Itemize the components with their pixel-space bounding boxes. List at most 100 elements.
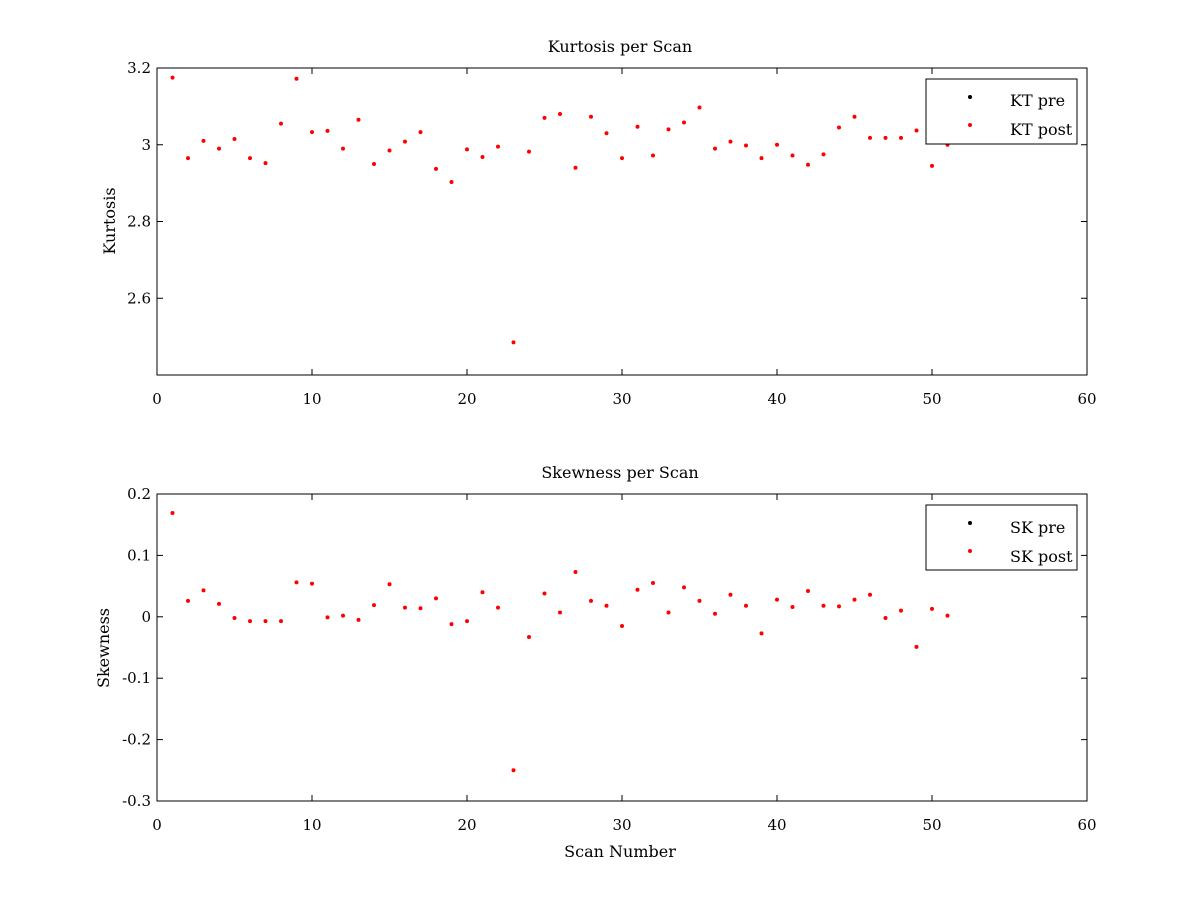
data-point [604, 131, 609, 136]
chart-title: Kurtosis per Scan [548, 37, 692, 56]
data-point [480, 155, 485, 160]
data-point [728, 139, 733, 144]
x-axis-label: Scan Number [564, 842, 676, 861]
legend-marker-pre [968, 95, 972, 99]
legend: SK pre SK post [925, 504, 1078, 571]
x-tick-label: 60 [1077, 816, 1096, 834]
data-point [651, 153, 655, 158]
data-point [821, 603, 826, 608]
data-point [418, 606, 423, 611]
data-point [248, 156, 252, 161]
y-tick-label: 2.8 [127, 213, 151, 231]
data-point [403, 605, 407, 610]
y-tick-label: 3 [141, 136, 151, 154]
data-point [325, 128, 330, 133]
data-point [868, 135, 872, 140]
data-point [310, 130, 314, 135]
data-point [806, 589, 810, 594]
data-point [852, 597, 857, 602]
data-point [294, 580, 299, 585]
data-point [558, 610, 562, 615]
data-point [744, 143, 748, 148]
data-point [697, 105, 702, 110]
data-point [201, 588, 206, 593]
data-point [170, 75, 175, 80]
data-point [790, 153, 795, 158]
data-point [682, 585, 686, 590]
data-point [294, 76, 299, 81]
data-point [449, 622, 454, 627]
y-tick-label: 0.2 [127, 485, 151, 503]
data-point [713, 611, 717, 616]
data-point [542, 591, 547, 596]
data-point [945, 613, 950, 618]
y-tick-label: -0.1 [122, 669, 151, 687]
data-point [666, 127, 671, 132]
data-point [589, 598, 593, 603]
data-point [434, 166, 438, 171]
data-point [868, 592, 872, 597]
legend-label-post: SK post [1010, 547, 1073, 566]
x-tick-label: 40 [767, 390, 786, 408]
data-point [372, 603, 376, 608]
x-tick-label: 20 [457, 816, 476, 834]
x-tick-label: 0 [152, 390, 162, 408]
data-point [635, 124, 640, 129]
data-point [201, 138, 206, 143]
data-point [217, 146, 221, 151]
data-point [418, 130, 423, 135]
y-tick-label: 3.2 [127, 59, 151, 77]
data-point [837, 125, 841, 130]
data-point [697, 598, 702, 603]
data-point [263, 161, 268, 166]
data-point [449, 179, 454, 184]
data-point [713, 146, 717, 151]
data-point [728, 592, 733, 597]
x-tick-label: 50 [922, 816, 941, 834]
data-point [744, 603, 748, 608]
data-point [682, 120, 686, 125]
data-point [217, 601, 221, 606]
data-point [573, 569, 578, 574]
data-point [589, 114, 593, 119]
axis-ticks: 0 10 20 30 40 50 60 2.6 2.8 3 3.2 [127, 59, 1096, 408]
data-point [465, 147, 469, 152]
data-point [465, 619, 469, 624]
x-tick-label: 30 [612, 816, 631, 834]
data-point [279, 619, 283, 624]
data-point [883, 616, 888, 621]
data-point [542, 115, 547, 120]
y-tick-label: -0.3 [122, 792, 151, 810]
legend: KT pre KT post [925, 78, 1078, 145]
data-point [883, 135, 888, 140]
data-point [232, 616, 237, 621]
data-point [527, 149, 531, 154]
x-tick-label: 10 [302, 816, 321, 834]
legend-marker-pre [968, 521, 972, 525]
data-point [558, 112, 562, 117]
data-point [899, 608, 903, 613]
data-point [387, 148, 392, 153]
data-point [759, 631, 764, 636]
data-point [666, 610, 671, 615]
y-axis-label: Kurtosis [100, 187, 119, 254]
y-tick-label: 0 [141, 608, 151, 626]
data-point [511, 768, 516, 773]
legend-marker-post [968, 123, 972, 127]
data-point [573, 165, 578, 170]
data-point [480, 590, 485, 595]
legend-marker-post [968, 549, 972, 553]
data-point [511, 340, 516, 345]
data-point [232, 136, 237, 141]
chart-title: Skewness per Scan [541, 463, 698, 482]
data-point [186, 156, 190, 161]
legend-box [925, 78, 1078, 145]
data-point [341, 146, 345, 151]
data-point [914, 128, 919, 133]
data-point [620, 156, 624, 161]
data-point [914, 644, 919, 649]
data-point [651, 581, 655, 586]
y-tick-label: 0.1 [127, 546, 151, 564]
data-point [806, 162, 810, 167]
